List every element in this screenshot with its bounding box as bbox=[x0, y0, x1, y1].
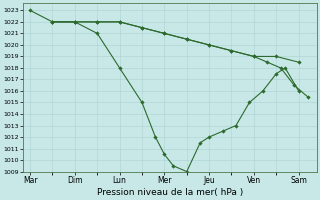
X-axis label: Pression niveau de la mer( hPa ): Pression niveau de la mer( hPa ) bbox=[97, 188, 243, 197]
